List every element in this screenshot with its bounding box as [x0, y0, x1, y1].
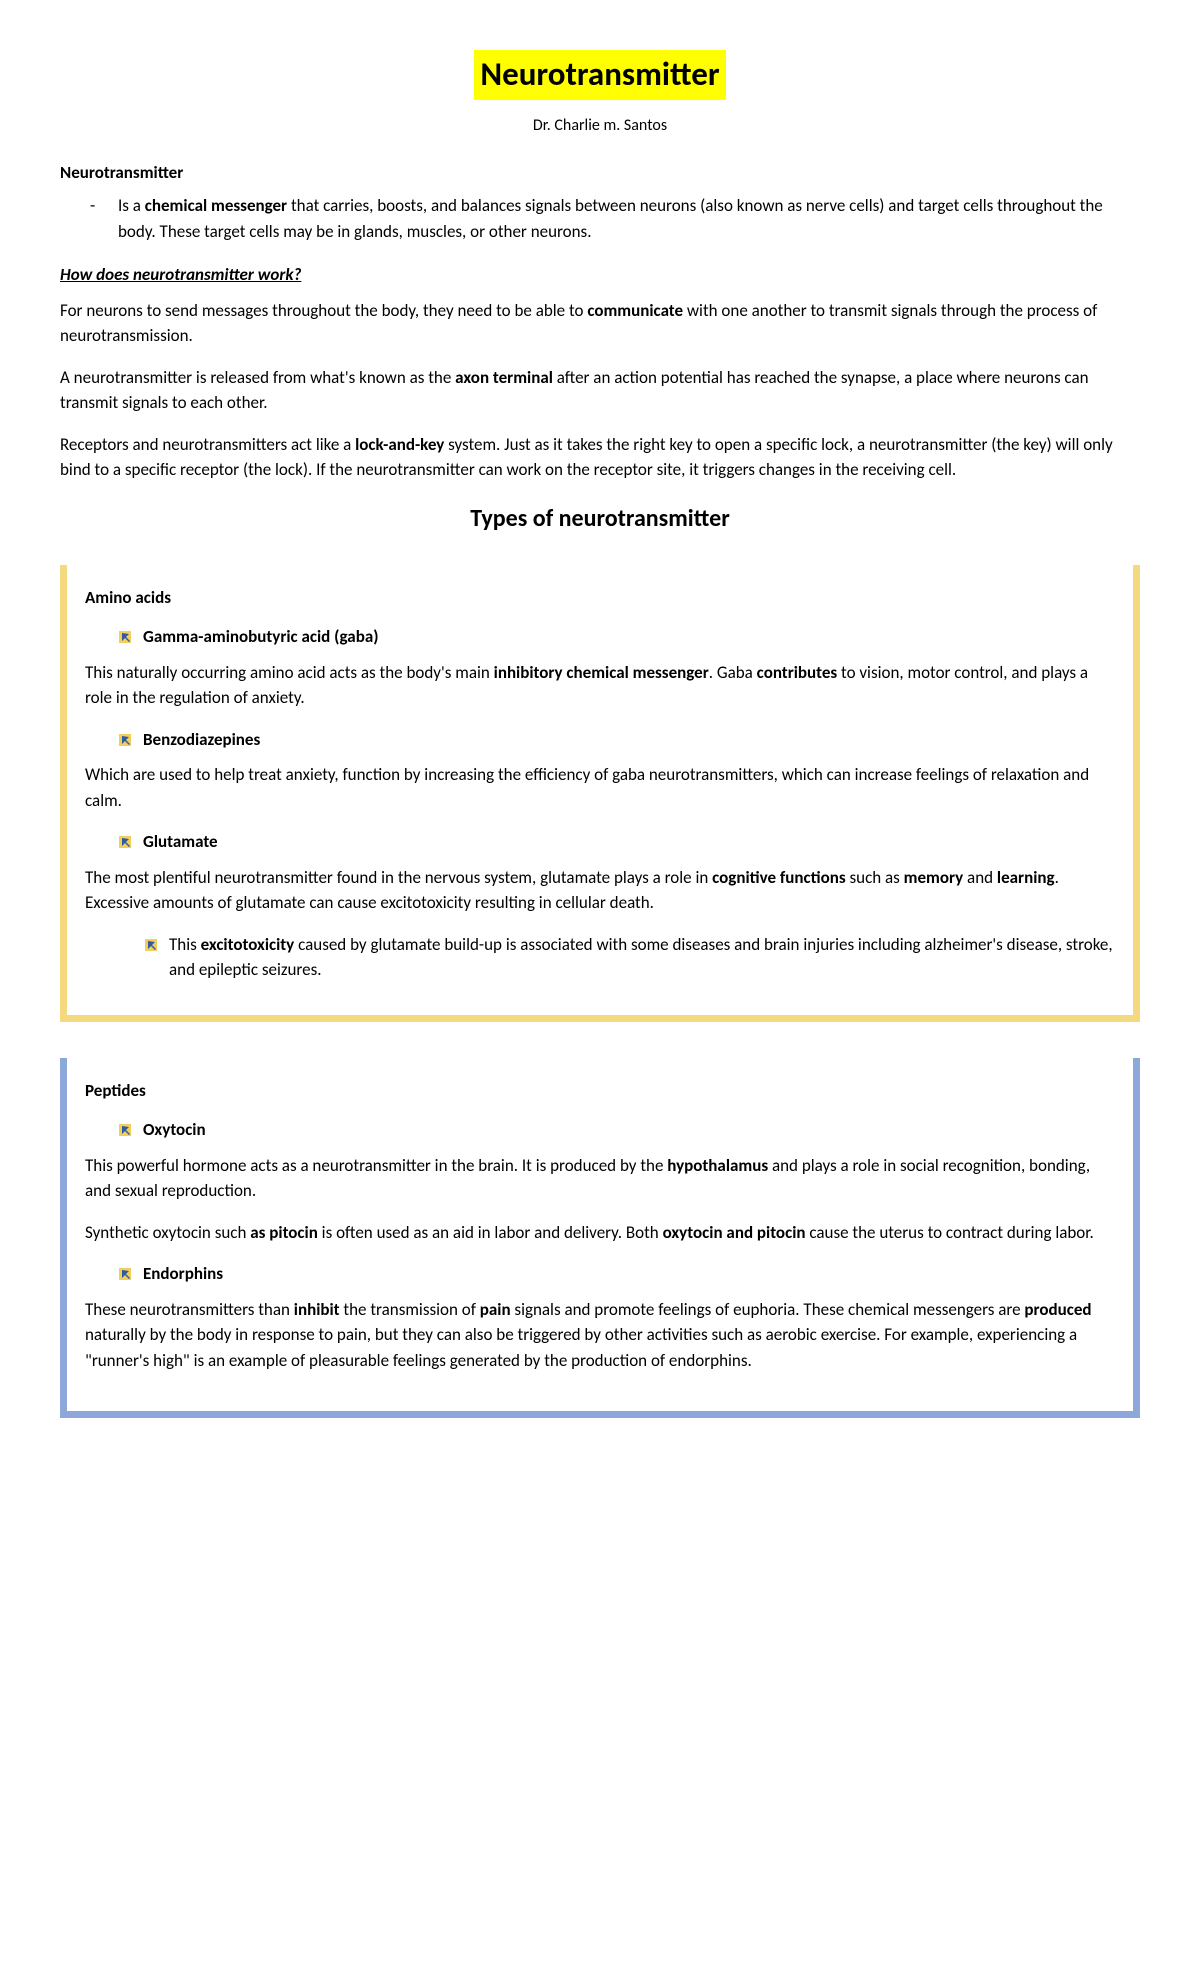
arrow-icon [119, 829, 143, 855]
amino-acids-box: Amino acids Gamma-aminobutyric acid (gab… [60, 565, 1140, 1022]
types-heading: Types of neurotransmitter [60, 501, 1140, 537]
gaba-desc: This naturally occurring amino acid acts… [85, 660, 1115, 711]
intro-definition-text: Is a chemical messenger that carries, bo… [118, 195, 1103, 242]
endorphins-desc: These neurotransmitters than inhibit the… [85, 1297, 1115, 1374]
bullet-glutamate: Glutamate [85, 829, 1115, 855]
intro-definition: -Is a chemical messenger that carries, b… [60, 193, 1140, 244]
peptide-box-label: Peptides [85, 1078, 1115, 1104]
intro-label: Neurotransmitter [60, 160, 1140, 186]
bullet-endorphins: Endorphins [85, 1261, 1115, 1287]
bullet-gaba: Gamma-aminobutyric acid (gaba) [85, 624, 1115, 650]
how-para-3: Receptors and neurotransmitters act like… [60, 432, 1140, 483]
how-heading: How does neurotransmitter work? [60, 262, 1140, 288]
oxytocin-desc-1: This powerful hormone acts as a neurotra… [85, 1153, 1115, 1204]
peptides-box: Peptides Oxytocin This powerful hormone … [60, 1058, 1140, 1419]
arrow-icon [119, 1117, 143, 1143]
page-title: Neurotransmitter [474, 50, 725, 100]
how-para-1: For neurons to send messages throughout … [60, 298, 1140, 349]
arrow-icon [145, 932, 169, 958]
arrow-icon [119, 1261, 143, 1287]
arrow-icon [119, 624, 143, 650]
glutamate-sub: This excitotoxicity caused by glutamate … [85, 932, 1115, 983]
benzo-desc: Which are used to help treat anxiety, fu… [85, 762, 1115, 813]
glutamate-desc: The most plentiful neurotransmitter foun… [85, 865, 1115, 916]
bullet-oxytocin: Oxytocin [85, 1117, 1115, 1143]
arrow-icon [119, 727, 143, 753]
bullet-benzo: Benzodiazepines [85, 727, 1115, 753]
oxytocin-desc-2: Synthetic oxytocin such as pitocin is of… [85, 1220, 1115, 1246]
author-line: Dr. Charlie m. Santos [60, 114, 1140, 138]
amino-box-label: Amino acids [85, 585, 1115, 611]
how-para-2: A neurotransmitter is released from what… [60, 365, 1140, 416]
